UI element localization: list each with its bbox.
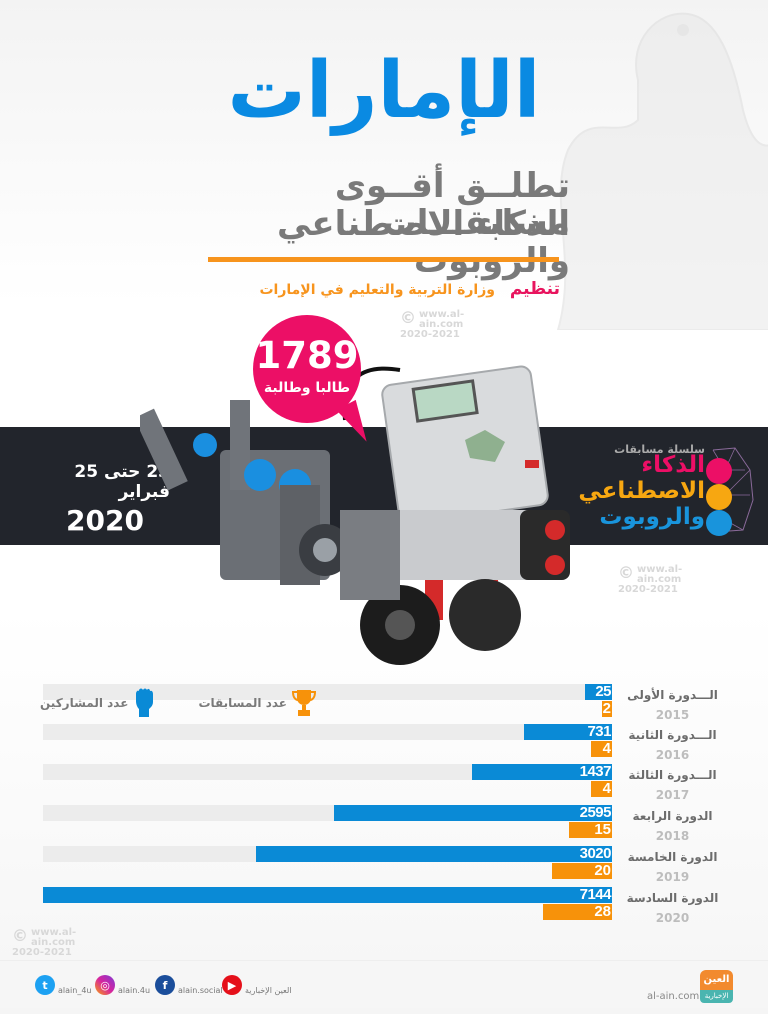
edition-year: 2015	[655, 708, 690, 722]
chart-legend: عدد المسابقات عدد المشاركين	[40, 688, 317, 718]
participants-bar: 731	[524, 724, 612, 740]
competitions-bar: 20	[552, 863, 612, 879]
watermark-years: 2020-2021	[400, 329, 460, 340]
edition-label: الدورة الرابعة	[632, 809, 713, 823]
facebook-handle: alain.social	[178, 986, 223, 995]
edition-year: 2018	[655, 829, 690, 843]
watermark: © www.al-ain.com 2020-2021	[400, 310, 490, 340]
edition-year: 2016	[655, 748, 690, 762]
youtube-handle: العين الإخبارية	[245, 986, 292, 995]
edition-label: الـــدورة الأولى	[627, 688, 718, 702]
subtitle-line-2: الذكاء الاصطناعي والروبوت	[276, 204, 570, 280]
edition-year: 2019	[655, 870, 690, 884]
robots-illustration-icon	[140, 365, 570, 665]
legend-participants-label: عدد المشاركين	[40, 696, 129, 710]
chart-row: 7144 28 الدورة السادسة 2020	[0, 883, 768, 925]
facebook-icon: f	[155, 975, 175, 995]
brain-network-icon	[706, 447, 754, 536]
chart-row: 731 4 الـــدورة الثانية 2016	[0, 720, 768, 762]
social-youtube[interactable]: ▶ العين الإخبارية	[222, 975, 292, 995]
chart-row: 3020 20 الدورة الخامسة 2019	[0, 842, 768, 884]
twitter-handle: alain_4u	[58, 986, 92, 995]
chart-row: 1437 4 الـــدورة الثالثة 2017	[0, 760, 768, 802]
series-logo-line-1: الذكاء	[641, 452, 705, 478]
competitions-bar: 15	[569, 822, 612, 838]
raised-fist-icon	[136, 688, 154, 717]
chart-row: 25 2 الـــدورة الأولى 2015	[0, 680, 768, 722]
watermark-url: www.al-ain.com	[637, 564, 683, 585]
social-instagram[interactable]: ◎ alain.4u	[95, 975, 150, 995]
edition-label: الدورة الخامسة	[627, 850, 718, 864]
instagram-icon: ◎	[95, 975, 115, 995]
watermark-url: www.al-ain.com	[31, 927, 77, 948]
watermark-url: www.al-ain.com	[419, 309, 465, 330]
organizer-label: تنظيم	[509, 279, 560, 299]
footer	[0, 960, 768, 1008]
participants-bar: 3020	[256, 846, 612, 862]
edition-label: الـــدورة الثانية	[628, 728, 717, 742]
social-twitter[interactable]: t alain_4u	[35, 975, 91, 995]
series-logo: سلسلة مسابقات الذكاء الاصطناعي والروبوت	[578, 440, 755, 540]
participants-bar: 25	[585, 684, 612, 700]
series-logo-caption: سلسلة مسابقات	[614, 443, 705, 456]
series-logo-line-2: الاصطناعي	[578, 478, 705, 504]
legend-competitions-label: عدد المسابقات	[198, 696, 287, 710]
participants-total: 1789	[255, 334, 359, 377]
edition-year: 2020	[655, 911, 690, 925]
watermark-years: 2020-2021	[618, 584, 678, 595]
organizer-line: تنظيم وزارة التربية والتعليم في الإمارات	[200, 279, 560, 299]
participants-bar: 2595	[334, 805, 612, 821]
subtitle-line-1: تطلــق أقــوى مسابقـــات	[334, 166, 570, 244]
participants-bubble: 1789 طالبا وطالبة	[253, 315, 361, 423]
edition-year: 2017	[655, 788, 690, 802]
copyright-icon: ©	[12, 926, 28, 945]
watermark: © www.al-ain.com 2020-2021	[618, 565, 708, 595]
competitions-bar: 4	[591, 741, 612, 757]
watermark: © www.al-ain.com 2020-2021	[12, 928, 102, 958]
legend-participants: عدد المشاركين	[40, 688, 156, 718]
logo-top-text: العين	[700, 970, 733, 990]
series-logo-line-3: والروبوت	[599, 504, 705, 530]
participants-label: طالبا وطالبة	[263, 380, 351, 396]
instagram-handle: alain.4u	[118, 986, 151, 995]
chart-row: 2595 15 الدورة الرابعة 2018	[0, 801, 768, 843]
copyright-icon: ©	[618, 563, 634, 582]
competitions-bar: 4	[591, 781, 612, 797]
social-facebook[interactable]: f alain.social	[155, 975, 223, 995]
site-url[interactable]: al-ain.com	[647, 991, 700, 1002]
competitions-bar: 28	[543, 904, 612, 920]
copyright-icon: ©	[400, 308, 416, 327]
eagle-emblem-icon	[556, 12, 768, 330]
organizer-name: وزارة التربية والتعليم في الإمارات	[259, 282, 495, 298]
bar-track	[43, 684, 612, 700]
watermark-years: 2020-2021	[12, 947, 72, 958]
edition-label: الـــدورة الثالثة	[628, 768, 717, 782]
al-ain-logo-icon: العين الإخبارية	[700, 970, 733, 1003]
edition-label: الدورة السادسة	[626, 891, 719, 905]
page-title: الإمارات	[227, 46, 543, 136]
bar-chart: 25 2 الـــدورة الأولى 2015 731 4 الـــدو…	[0, 680, 768, 940]
participants-bar: 1437	[472, 764, 612, 780]
competitions-bar: 2	[602, 700, 612, 717]
event-year: 2020	[66, 504, 144, 537]
trophy-icon	[291, 690, 317, 716]
twitter-icon: t	[35, 975, 55, 995]
bar-track	[43, 724, 612, 740]
legend-competitions: عدد المسابقات	[198, 688, 317, 718]
orange-divider	[208, 257, 559, 262]
logo-bottom-text: الإخبارية	[700, 990, 733, 1003]
bar-track	[43, 764, 612, 780]
participants-bar: 7144	[43, 887, 612, 903]
youtube-icon: ▶	[222, 975, 242, 995]
